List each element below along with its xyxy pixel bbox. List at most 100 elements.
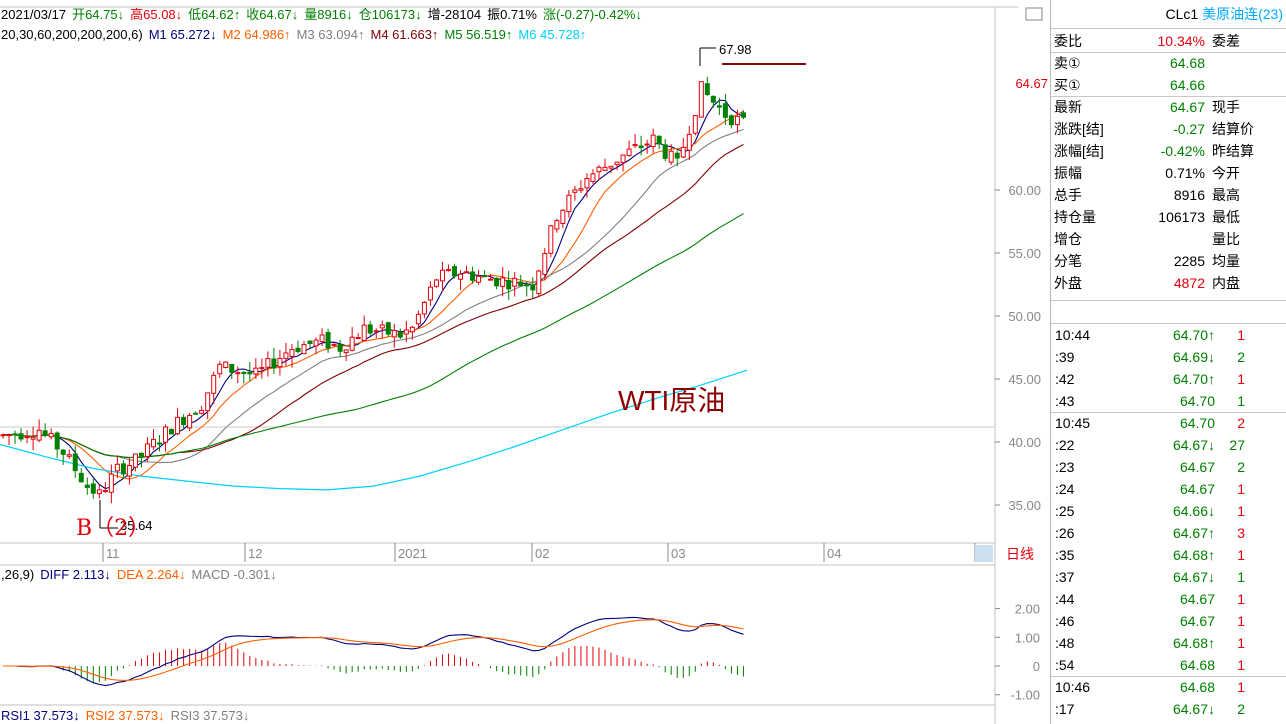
candle-body[interactable] <box>78 472 84 483</box>
candle-body[interactable] <box>42 430 48 435</box>
candle-body[interactable] <box>84 484 90 488</box>
candle-body[interactable] <box>169 428 175 435</box>
candle-body[interactable] <box>271 358 277 369</box>
candle-body[interactable] <box>409 326 415 333</box>
candle-body[interactable] <box>439 269 445 282</box>
candle-body[interactable] <box>325 332 331 349</box>
candle-body[interactable] <box>36 429 42 441</box>
candle-body[interactable] <box>403 329 409 335</box>
candle-body[interactable] <box>379 324 385 329</box>
candle-body[interactable] <box>199 409 205 414</box>
candle-body[interactable] <box>415 313 421 325</box>
candle-body[interactable] <box>500 277 506 287</box>
candle-body[interactable] <box>367 324 373 334</box>
candle-body[interactable] <box>620 154 626 164</box>
candle-body[interactable] <box>704 83 710 96</box>
candle-body[interactable] <box>602 166 608 171</box>
candles[interactable] <box>0 76 746 504</box>
candle-body[interactable] <box>307 340 313 345</box>
candle-body[interactable] <box>6 434 12 437</box>
candle-body[interactable] <box>674 152 680 159</box>
candle-body[interactable] <box>283 352 289 359</box>
candle-body[interactable] <box>458 273 464 280</box>
candle-body[interactable] <box>301 344 307 355</box>
candle-body[interactable] <box>253 367 259 375</box>
macd-panel[interactable] <box>3 616 744 687</box>
candle-body[interactable] <box>157 442 163 445</box>
candle-body[interactable] <box>584 177 590 189</box>
candle-body[interactable] <box>144 443 150 457</box>
candle-body[interactable] <box>506 280 512 290</box>
candle-body[interactable] <box>512 277 518 287</box>
candle-body[interactable] <box>349 336 355 351</box>
candle-body[interactable] <box>163 426 169 443</box>
candle-body[interactable] <box>482 275 488 278</box>
candle-body[interactable] <box>355 337 361 340</box>
candle-body[interactable] <box>427 286 433 301</box>
candle-body[interactable] <box>211 374 217 394</box>
candle-body[interactable] <box>464 271 470 274</box>
candle-body[interactable] <box>247 371 253 375</box>
candle-body[interactable] <box>319 334 325 343</box>
candle-body[interactable] <box>728 115 734 126</box>
candle-body[interactable] <box>373 330 379 333</box>
candle-body[interactable] <box>626 148 632 157</box>
candle-body[interactable] <box>494 277 500 287</box>
candle-body[interactable] <box>524 284 530 287</box>
candle-body[interactable] <box>710 95 716 103</box>
candle-body[interactable] <box>241 371 247 374</box>
candle-body[interactable] <box>716 105 722 108</box>
candle-body[interactable] <box>566 194 572 213</box>
candle-body[interactable] <box>313 339 319 347</box>
candle-body[interactable] <box>608 165 614 169</box>
scroll-box[interactable] <box>975 545 993 562</box>
candle-body[interactable] <box>476 275 482 283</box>
candle-body[interactable] <box>548 225 554 254</box>
candle-body[interactable] <box>445 269 451 272</box>
candle-body[interactable] <box>259 367 265 370</box>
candle-body[interactable] <box>686 133 692 151</box>
candle-body[interactable] <box>385 322 391 335</box>
candle-body[interactable] <box>54 432 60 450</box>
candle-body[interactable] <box>24 436 30 439</box>
candle-body[interactable] <box>433 279 439 287</box>
candle-body[interactable] <box>18 433 24 440</box>
kline-chart[interactable]: 2021/03/17 开64.75↓ 高65.08↓ 低64.62↑ 收64.67↓ 量8… <box>0 0 1050 724</box>
candle-body[interactable] <box>662 144 668 159</box>
candle-body[interactable] <box>331 343 337 346</box>
candle-body[interactable] <box>90 483 96 494</box>
candle-body[interactable] <box>343 349 349 354</box>
candle-body[interactable] <box>488 278 494 281</box>
candle-body[interactable] <box>734 115 740 126</box>
candle-body[interactable] <box>72 453 78 472</box>
candle-body[interactable] <box>102 490 108 493</box>
candle-body[interactable] <box>530 284 536 291</box>
candle-body[interactable] <box>193 412 199 415</box>
candle-body[interactable] <box>644 143 650 146</box>
candle-body[interactable] <box>0 434 6 437</box>
candle-body[interactable] <box>542 253 548 275</box>
candle-body[interactable] <box>650 134 656 148</box>
candle-body[interactable] <box>30 436 36 440</box>
candle-body[interactable] <box>289 348 295 357</box>
candle-body[interactable] <box>48 432 54 438</box>
candle-body[interactable] <box>151 438 156 448</box>
candle-body[interactable] <box>698 81 704 118</box>
candle-body[interactable] <box>181 416 187 426</box>
candle-body[interactable] <box>265 358 271 368</box>
candle-body[interactable] <box>536 270 542 295</box>
candle-body[interactable] <box>614 161 620 166</box>
candle-body[interactable] <box>572 189 578 193</box>
candle-body[interactable] <box>114 463 120 472</box>
candle-body[interactable] <box>596 166 602 173</box>
candle-body[interactable] <box>722 103 728 118</box>
candle-body[interactable] <box>361 324 367 341</box>
candle-body[interactable] <box>60 449 66 455</box>
candle-body[interactable] <box>66 454 72 457</box>
candle-body[interactable] <box>295 347 301 352</box>
candle-body[interactable] <box>554 220 560 230</box>
candle-body[interactable] <box>138 452 144 457</box>
candle-body[interactable] <box>452 266 457 277</box>
candle-body[interactable] <box>656 135 662 145</box>
candle-body[interactable] <box>108 473 114 493</box>
